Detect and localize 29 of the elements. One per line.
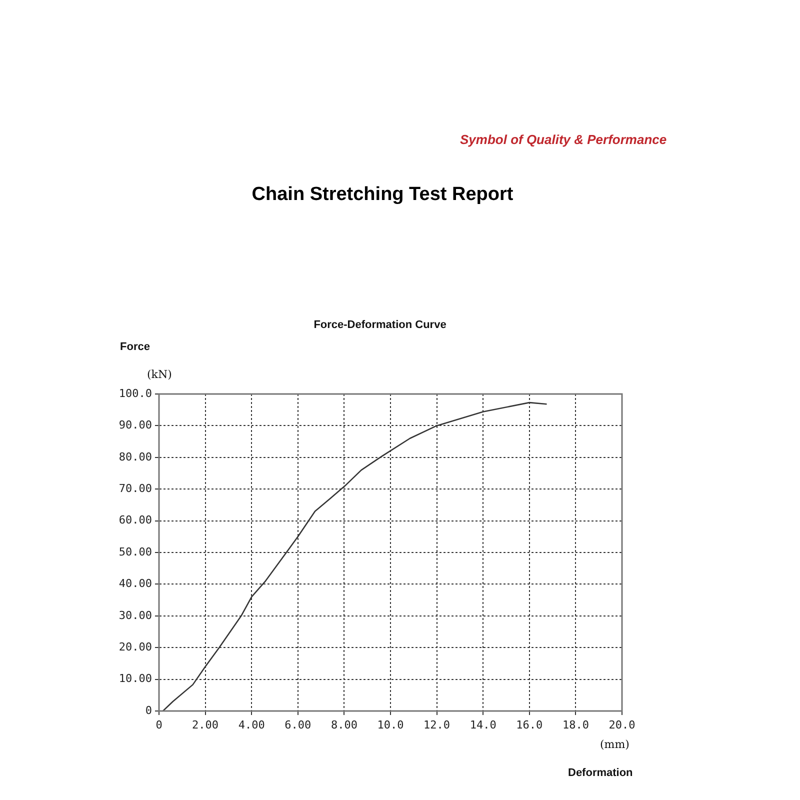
x-tick-label: 18.0: [562, 718, 589, 732]
y-tick-label: 40.00: [118, 577, 152, 590]
x-tick-label: 0: [156, 718, 162, 732]
x-tick-label: 6.00: [284, 718, 312, 732]
y-tick-label: 100.0: [118, 386, 152, 400]
chart-title: Chain Stretching Test Report: [250, 184, 514, 206]
y-tick-label: 70.00: [118, 482, 152, 495]
x-tick-label: 2.00: [192, 718, 219, 732]
x-axis-title: Deformation: [568, 767, 634, 779]
y-tick-label: 20.00: [118, 640, 152, 654]
y-tick-label: 60.00: [118, 514, 152, 527]
y-tick-label: 90.00: [118, 418, 152, 432]
text: (kN): [147, 368, 172, 381]
text: (mm): [600, 738, 630, 751]
x-tick-label: 20.0: [608, 718, 636, 732]
text: Symbol of Quality & Performance: [460, 132, 667, 147]
x-tick-label: 16.0: [516, 718, 543, 732]
x-tick-label: 12.0: [424, 718, 450, 732]
y-tick-label: 30.00: [118, 608, 152, 622]
y-tick-label: 80.00: [118, 450, 152, 464]
y-tick-label: 0: [145, 704, 152, 717]
y-tick-label: 50.00: [118, 545, 152, 558]
x-tick-label: 4.00: [238, 718, 265, 732]
x-tick-label: 8.00: [330, 718, 358, 732]
y-axis-title: Force: [120, 341, 150, 353]
x-tick-label: 10.0: [377, 718, 404, 732]
x-tick-label: 14.0: [470, 718, 496, 732]
y-tick-label: 10.00: [118, 672, 152, 686]
chart-subtitle: Force-Deformation Curve: [314, 319, 446, 331]
